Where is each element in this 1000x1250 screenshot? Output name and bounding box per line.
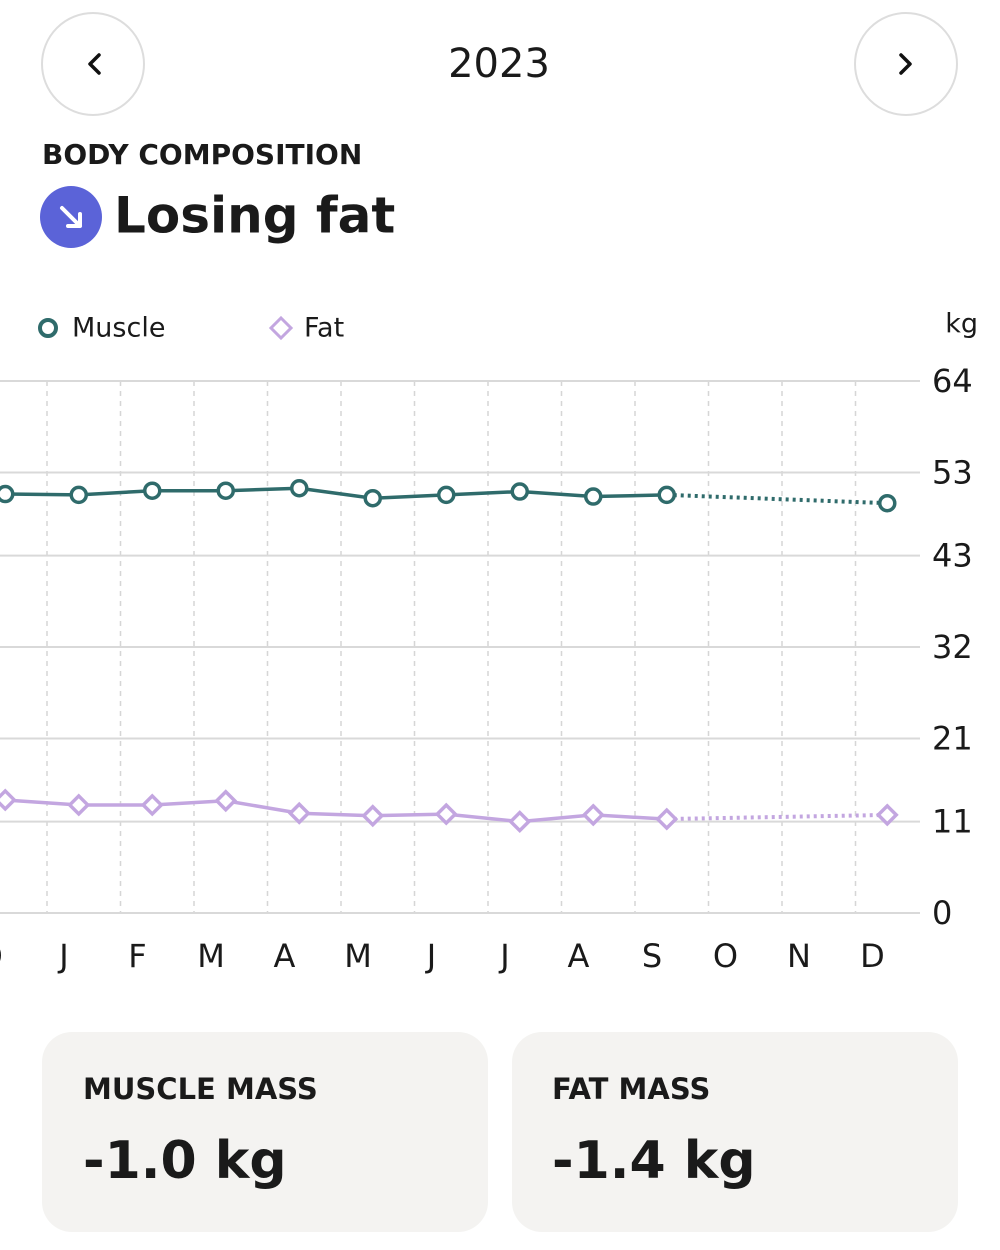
x-tick-label: M — [344, 937, 372, 975]
point — [0, 484, 15, 504]
point — [655, 807, 679, 831]
chart: D J F M A M J J A S O N D 0 11 21 32 43 53 64 — [0, 362, 973, 975]
point — [508, 810, 532, 834]
y-tick-label: 21 — [932, 719, 973, 757]
unit-label: kg — [945, 309, 978, 340]
point — [510, 482, 529, 501]
y-tick-label: 11 — [932, 803, 973, 841]
point — [437, 485, 456, 505]
status: Losing fat — [114, 187, 395, 245]
legend: Muscle Fat — [38, 313, 344, 344]
x-tick-label: F — [128, 937, 146, 975]
card-value: -1.4 kg — [552, 1131, 756, 1191]
point — [581, 803, 605, 827]
y-tick-label: 32 — [932, 628, 973, 666]
x-tick-label: D — [0, 937, 3, 975]
point — [290, 478, 309, 498]
gap-connector — [666, 492, 888, 506]
legend-label: Muscle — [72, 313, 165, 344]
section-label: BODY COMPOSITION — [42, 138, 362, 171]
legend-marker — [268, 315, 294, 341]
x-tick-label: M — [197, 937, 225, 975]
point — [434, 802, 458, 826]
x-tick-label: A — [568, 937, 590, 975]
point — [363, 488, 382, 508]
y-tick-label: 64 — [932, 362, 973, 400]
card: FAT MASS -1.4 kg — [512, 1032, 958, 1232]
point — [214, 789, 238, 813]
status-icon — [40, 186, 102, 248]
legend-marker — [38, 318, 58, 338]
y-tick-label: 0 — [932, 894, 952, 932]
gap-connector — [666, 812, 888, 822]
card-label: MUSCLE MASS — [83, 1072, 318, 1106]
x-tick-label: S — [642, 937, 662, 975]
point — [878, 493, 897, 513]
point — [143, 481, 162, 500]
point — [67, 793, 91, 817]
next-button[interactable] — [854, 12, 958, 116]
point — [584, 487, 603, 506]
y-tick-label: 53 — [932, 453, 973, 491]
point — [287, 801, 311, 825]
x-tick-label: J — [425, 937, 436, 975]
legend-label: Fat — [304, 313, 344, 344]
year: 2023 — [448, 41, 550, 87]
point — [69, 485, 88, 505]
card: MUSCLE MASS -1.0 kg — [42, 1032, 488, 1232]
y-tick-label: 43 — [932, 537, 973, 575]
prev-button[interactable] — [41, 12, 145, 116]
point — [361, 804, 385, 828]
point — [140, 793, 164, 817]
point — [216, 481, 235, 500]
card-label: FAT MASS — [552, 1072, 710, 1106]
x-tick-label: J — [57, 937, 68, 975]
x-tick-label: J — [498, 937, 509, 975]
x-tick-label: D — [860, 937, 885, 975]
x-tick-label: O — [713, 937, 738, 975]
point — [875, 803, 899, 827]
card-value: -1.0 kg — [83, 1131, 287, 1191]
point — [0, 788, 17, 812]
x-tick-label: A — [274, 937, 296, 975]
point — [657, 485, 676, 505]
x-tick-label: N — [787, 937, 811, 975]
